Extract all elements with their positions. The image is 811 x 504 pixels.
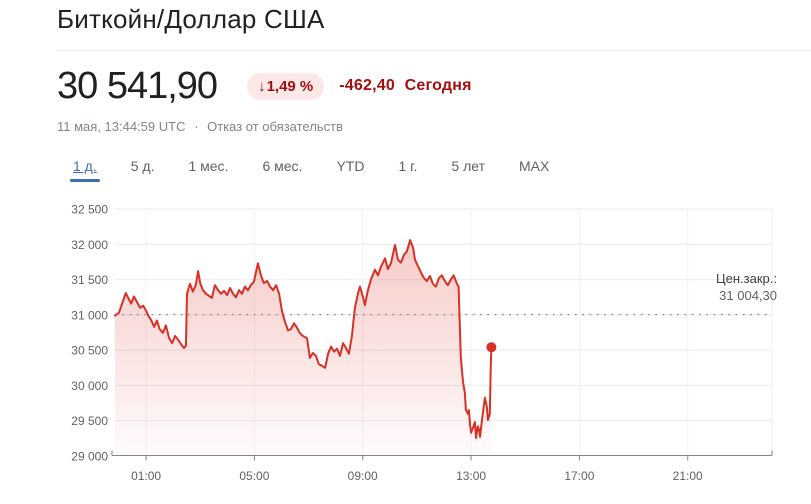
prev-close-annotation: Цен.закр.: 31 004,30 [716,270,777,304]
y-axis-label: 31 000 [71,308,108,322]
prev-close-value: 31 004,30 [719,288,777,303]
x-axis-label: 05:00 [239,469,269,483]
prev-close-label: Цен.закр.: [716,271,777,286]
y-axis-label: 31 500 [71,273,108,287]
x-axis-label: 13:00 [456,469,486,483]
x-axis-label: 09:00 [348,469,378,483]
area-fill [114,240,492,456]
quote-row: 30 541,90 ↓ 1,49 % -462,40 Сегодня [57,66,472,106]
timestamp: 11 мая, 13:44:59 UTC [57,119,186,134]
x-axis-label: 01:00 [131,469,161,483]
current-price: 30 541,90 [57,65,218,107]
price-chart[interactable]: 29 000 29 500 30 000 30 500 31 000 31 500 32 0… [0,190,811,504]
change-period: Сегодня [404,77,472,94]
tab-ytd[interactable]: YTD [336,158,365,174]
tab-1m[interactable]: 1 мес. [188,158,229,174]
tab-5y[interactable]: 5 лет [451,158,485,174]
range-tabs: 1 д. 5 д. 1 мес. 6 мес. YTD 1 г. 5 лет M… [70,158,550,182]
x-axis-label: 21:00 [673,469,703,483]
page-title: Биткойн/Доллар США [57,4,325,34]
y-axis-label: 30 500 [71,344,108,358]
tab-max[interactable]: MAX [518,158,550,174]
y-axis-label: 32 500 [71,203,108,217]
tab-5d[interactable]: 5 д. [130,158,155,174]
change-absolute: -462,40 [339,77,395,94]
change-percent: 1,49 % [266,77,314,95]
y-axis-label: 29 000 [71,450,108,464]
tab-1y[interactable]: 1 г. [398,158,418,174]
y-axis-label: 30 000 [71,379,108,393]
x-axis-label: 17:00 [564,469,594,483]
change-percent-badge: ↓ 1,49 % [247,72,325,100]
disclaimer-link[interactable]: Отказ от обязательств [207,119,343,134]
down-arrow-icon: ↓ [258,77,266,95]
price-line [113,239,493,439]
separator-dot: · [194,119,199,134]
y-axis-label: 29 500 [71,414,108,428]
quote-subtitle: 11 мая, 13:44:59 UTC · Отказ от обязател… [57,119,343,134]
tab-1d[interactable]: 1 д. [70,158,100,182]
change-absolute-row: -462,40 Сегодня [339,77,471,95]
last-price-dot [486,342,497,353]
y-axis-label: 32 000 [71,238,108,252]
tab-6m[interactable]: 6 мес. [262,158,303,174]
header-divider [57,50,811,51]
